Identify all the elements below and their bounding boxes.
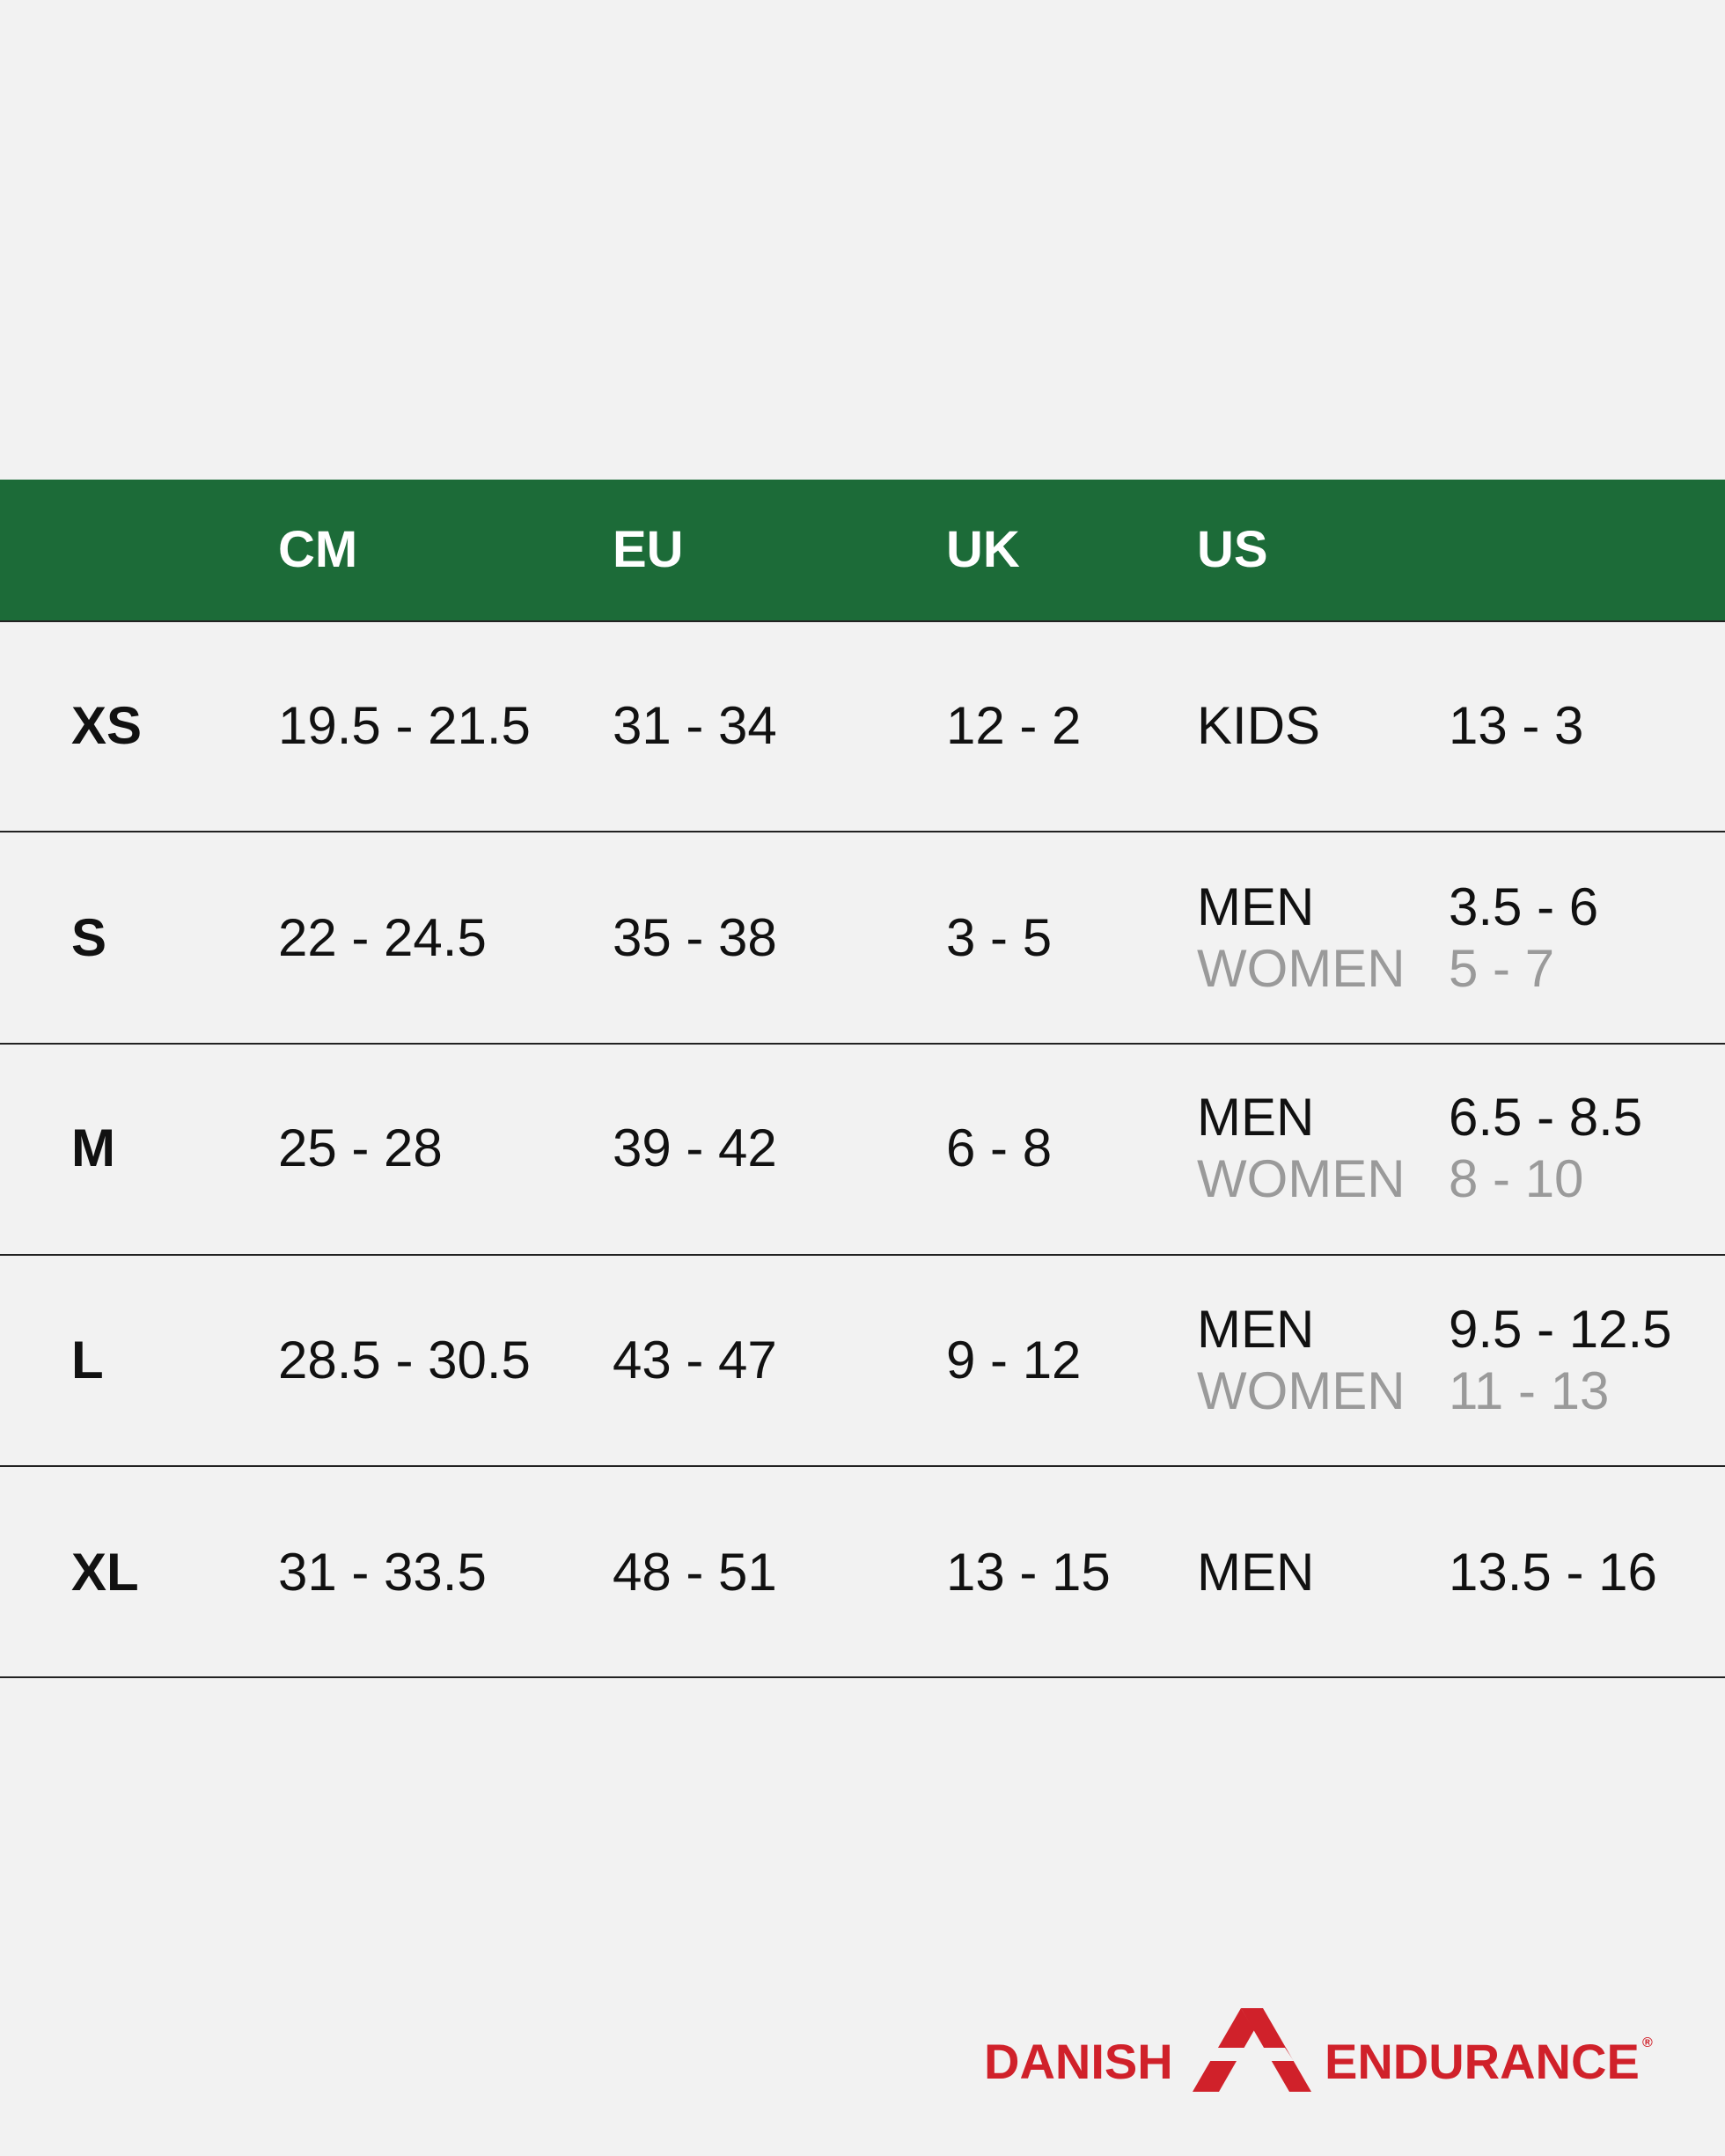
us-range: 8 - 10: [1449, 1149, 1584, 1208]
size-label: XS: [71, 696, 143, 755]
us-range: 6.5 - 8.5: [1449, 1088, 1643, 1147]
header-bar: [0, 480, 1725, 622]
brand-left: DANISH: [984, 2034, 1173, 2089]
us-range: 13 - 3: [1449, 696, 1584, 755]
uk-range: 12 - 2: [946, 696, 1082, 755]
column-header: UK: [946, 521, 1020, 578]
brand-logo-icon: [1193, 2008, 1311, 2092]
row-divider: [0, 831, 1725, 832]
us-group: MEN: [1197, 1088, 1315, 1147]
row-divider: [0, 1254, 1725, 1256]
eu-range: 43 - 47: [613, 1331, 777, 1390]
uk-range: 6 - 8: [946, 1118, 1053, 1177]
cm-range: 28.5 - 30.5: [278, 1331, 531, 1390]
us-group: WOMEN: [1197, 1149, 1406, 1208]
eu-range: 39 - 42: [613, 1118, 777, 1177]
us-group: WOMEN: [1197, 939, 1406, 998]
cm-range: 22 - 24.5: [278, 908, 487, 967]
uk-range: 9 - 12: [946, 1331, 1082, 1390]
us-range: 11 - 13: [1449, 1361, 1610, 1420]
size-label: M: [71, 1118, 115, 1177]
us-range: 13.5 - 16: [1449, 1543, 1657, 1602]
us-group: WOMEN: [1197, 1361, 1406, 1420]
us-range: 9.5 - 12.5: [1449, 1300, 1672, 1359]
cm-range: 25 - 28: [278, 1118, 443, 1177]
row-divider: [0, 1465, 1725, 1467]
us-group: MEN: [1197, 1300, 1315, 1359]
row-divider: [0, 1676, 1725, 1678]
brand-right: ENDURANCE: [1325, 2034, 1640, 2089]
cm-range: 31 - 33.5: [278, 1543, 487, 1602]
us-group: MEN: [1197, 1543, 1315, 1602]
eu-range: 35 - 38: [613, 908, 777, 967]
eu-range: 48 - 51: [613, 1543, 777, 1602]
row-divider: [0, 1043, 1725, 1045]
size-label: L: [71, 1331, 104, 1390]
cm-range: 19.5 - 21.5: [278, 696, 531, 755]
eu-range: 31 - 34: [613, 696, 777, 755]
uk-range: 3 - 5: [946, 908, 1053, 967]
us-group: KIDS: [1197, 696, 1321, 755]
column-header: CM: [278, 521, 358, 578]
us-group: MEN: [1197, 877, 1315, 936]
column-header: US: [1197, 521, 1268, 578]
us-range: 5 - 7: [1449, 939, 1555, 998]
size-label: S: [71, 908, 107, 967]
column-header: EU: [613, 521, 684, 578]
us-range: 3.5 - 6: [1449, 877, 1599, 936]
brand-mark: ®: [1642, 2035, 1653, 2050]
size-label: XL: [71, 1543, 139, 1602]
uk-range: 13 - 15: [946, 1543, 1111, 1602]
